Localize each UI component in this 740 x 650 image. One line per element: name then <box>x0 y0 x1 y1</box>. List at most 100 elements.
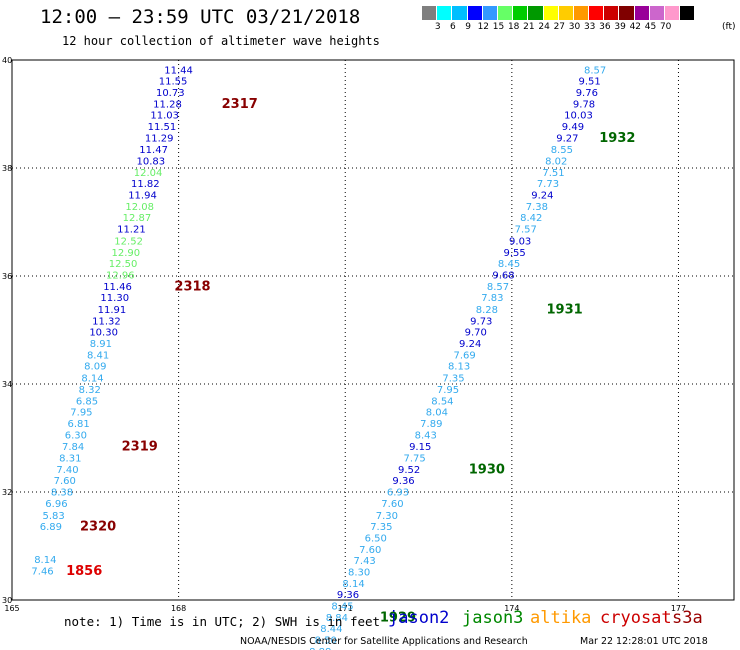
scale-unit: (ft) <box>722 22 736 32</box>
scale-label: 9 <box>465 22 471 32</box>
pass-time-label: 1932 <box>599 131 635 146</box>
wave-height-point: 7.35 <box>370 522 392 533</box>
wave-height-point: 7.60 <box>359 545 381 556</box>
wave-height-point: 8.44 <box>320 624 342 635</box>
generated-timestamp: Mar 22 12:28:01 UTC 2018 <box>580 636 708 647</box>
scale-swatch <box>497 6 514 20</box>
wave-height-point: 8.14 <box>81 374 103 385</box>
scale-label: 33 <box>583 22 596 32</box>
scale-swatch <box>573 6 590 20</box>
wave-height-point: 6.50 <box>365 533 387 544</box>
scale-swatch <box>528 6 544 20</box>
scale-swatch <box>589 6 605 20</box>
wave-height-point: 7.84 <box>62 442 84 453</box>
wave-height-point: 7.89 <box>420 419 442 430</box>
x-tick-label: 171 <box>338 604 353 613</box>
wave-height-point: 8.88 <box>309 647 331 650</box>
x-tick-label: 168 <box>171 604 186 613</box>
wave-height-point: 7.46 <box>31 566 53 577</box>
wave-height-point: 7.95 <box>70 408 92 419</box>
wave-height-point: 12.04 <box>134 168 163 179</box>
wave-height-point: 11.55 <box>159 77 188 88</box>
wave-height-point: 8.45 <box>498 259 520 270</box>
scale-swatch <box>482 6 498 20</box>
wave-height-point: 8.14 <box>342 579 364 590</box>
wave-height-point: 7.83 <box>481 293 503 304</box>
wave-height-point: 8.54 <box>431 396 453 407</box>
legend-altika: altika <box>530 608 592 628</box>
x-tick-label: 174 <box>504 604 519 613</box>
pass-time-label: 1931 <box>547 303 583 318</box>
wave-height-point: 8.13 <box>448 362 470 373</box>
wave-height-point: 11.46 <box>103 282 132 293</box>
legend-s3a: s3a <box>672 608 703 628</box>
wave-height-point: 8.30 <box>348 567 370 578</box>
wave-height-point: 11.21 <box>117 225 146 236</box>
wave-height-point: 8.43 <box>415 430 437 441</box>
wave-height-point: 11.44 <box>164 65 193 76</box>
scale-swatch <box>437 6 453 20</box>
x-tick-label: 165 <box>4 604 19 613</box>
wave-height-point: 6.89 <box>40 522 62 533</box>
legend-jason2: jason2 <box>388 608 450 628</box>
legend-jason3: jason3 <box>462 608 524 628</box>
y-tick-label: 32 <box>2 488 12 497</box>
scale-swatch <box>543 6 559 20</box>
y-tick-label: 40 <box>2 56 12 65</box>
wave-height-point: 10.30 <box>89 328 118 339</box>
wave-height-point: 7.51 <box>542 168 564 179</box>
wave-height-color-scale <box>422 6 696 20</box>
scale-swatch <box>467 6 483 20</box>
wave-height-point: 12.96 <box>106 270 135 281</box>
wave-height-point: 11.03 <box>150 111 179 122</box>
wave-height-point: 9.36 <box>392 476 414 487</box>
wave-height-point: 7.60 <box>381 499 403 510</box>
wave-height-point: 11.29 <box>145 133 174 144</box>
wave-height-point: 7.40 <box>56 465 78 476</box>
wave-height-point: 9.36 <box>337 590 359 601</box>
wave-height-point: 9.55 <box>503 248 525 259</box>
wave-height-point: 12.08 <box>125 202 154 213</box>
credit-text: NOAA/NESDIS Center for Satellite Applica… <box>240 636 528 647</box>
wave-height-point: 8.28 <box>476 305 498 316</box>
scale-swatch <box>558 6 574 20</box>
scale-label: 18 <box>507 22 520 32</box>
wave-height-point: 9.27 <box>556 133 578 144</box>
pass-time-label: 2317 <box>222 97 258 112</box>
scale-label: 12 <box>477 22 490 32</box>
y-tick-label: 38 <box>2 164 12 173</box>
wave-height-point: 10.03 <box>564 111 593 122</box>
wave-height-point: 8.38 <box>51 488 73 499</box>
wave-height-point: 8.50 <box>315 636 337 647</box>
wave-height-point: 7.60 <box>54 476 76 487</box>
wave-height-point: 7.30 <box>376 511 398 522</box>
chart-subtitle: 12 hour collection of altimeter wave hei… <box>62 34 380 48</box>
wave-height-point: 11.94 <box>128 191 157 202</box>
wave-height-point: 6.30 <box>65 430 87 441</box>
wave-height-point: 12.90 <box>112 248 141 259</box>
plot-frame <box>11 59 735 601</box>
wave-height-point: 6.85 <box>76 396 98 407</box>
wave-height-point: 5.83 <box>43 511 65 522</box>
pass-time-label: 1930 <box>469 462 505 477</box>
wave-height-point: 8.14 <box>34 555 56 566</box>
wave-height-point: 9.52 <box>398 465 420 476</box>
wave-height-point: 9.70 <box>465 328 487 339</box>
wave-height-point: 9.68 <box>492 270 514 281</box>
scale-label: 45 <box>644 22 657 32</box>
scale-swatch <box>422 6 438 20</box>
scale-label: 6 <box>450 22 456 32</box>
wave-height-point: 11.32 <box>92 316 121 327</box>
pass-time-label: 1929 <box>380 610 416 625</box>
wave-height-point: 8.32 <box>79 385 101 396</box>
wave-height-point: 11.82 <box>131 179 160 190</box>
wave-height-point: 9.24 <box>459 339 481 350</box>
wave-height-point: 8.02 <box>545 157 567 168</box>
wave-height-point: 9.78 <box>573 99 595 110</box>
scale-swatch <box>513 6 529 20</box>
wave-height-point: 8.42 <box>520 213 542 224</box>
wave-height-point: 12.50 <box>109 259 138 270</box>
scale-swatch <box>665 6 681 20</box>
wave-height-point: 12.52 <box>114 236 143 247</box>
